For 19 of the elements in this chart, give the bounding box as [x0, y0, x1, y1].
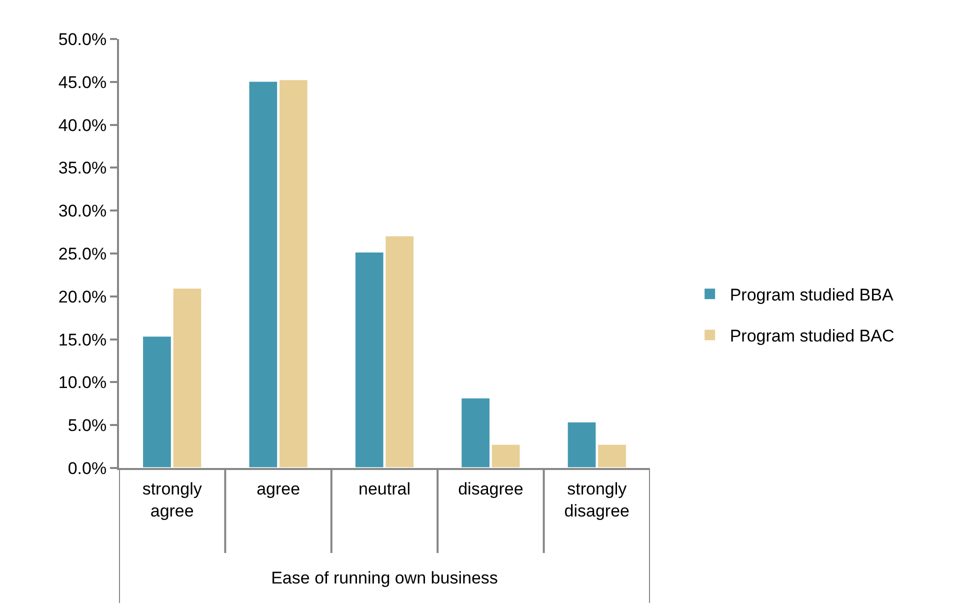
x-tick-label: strongly agree	[142, 479, 202, 520]
x-tick-label: neutral	[358, 479, 410, 498]
x-tick-label: disagree	[458, 479, 524, 498]
legend-label: Program studied BBA	[730, 286, 894, 305]
y-tick-label: 15.0%	[58, 330, 107, 350]
y-tick-label: 0.0%	[68, 458, 107, 478]
y-tick-label: 50.0%	[58, 30, 107, 49]
y-tick-label: 20.0%	[58, 287, 107, 306]
y-tick-label: 45.0%	[58, 72, 107, 92]
y-tick-label: 35.0%	[58, 158, 107, 178]
legend-label: Program studied BAC	[730, 326, 894, 346]
y-tick-label: 25.0%	[58, 244, 107, 264]
y-tick-label: 30.0%	[58, 202, 107, 221]
y-tick-label: 40.0%	[58, 116, 107, 135]
x-tick-label: agree	[256, 479, 300, 498]
y-tick-label: 5.0%	[68, 416, 107, 436]
y-tick-label: 10.0%	[58, 373, 107, 392]
x-axis-title: Ease of running own business	[271, 568, 498, 588]
x-tick-label: strongly disagree	[564, 479, 630, 520]
